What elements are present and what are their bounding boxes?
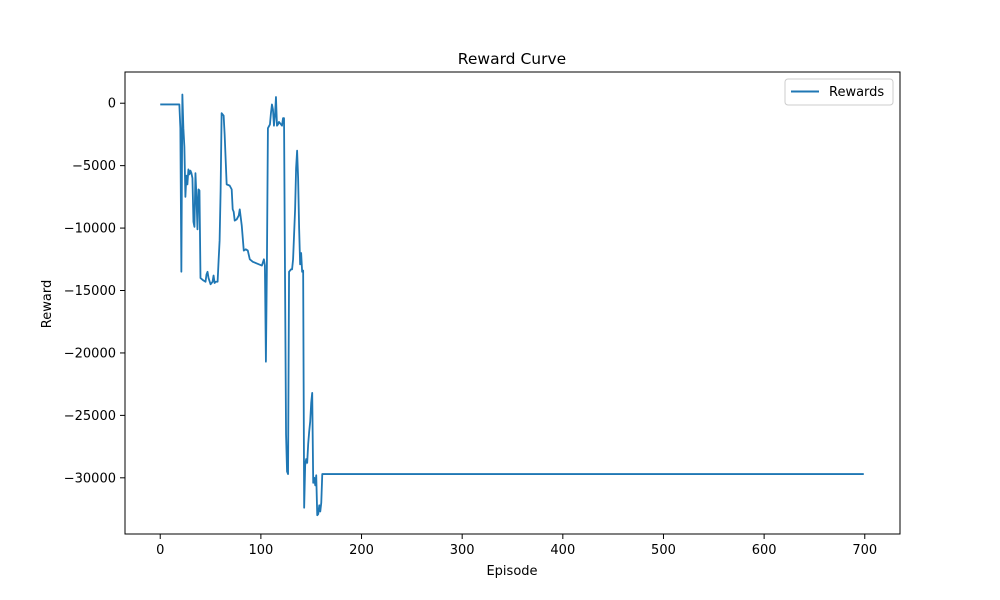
x-tick-label: 100 <box>248 543 273 558</box>
y-tick-label: −30000 <box>64 471 116 486</box>
plot-area <box>124 71 901 535</box>
y-tick-label: −5000 <box>72 159 116 174</box>
y-tick-label: −10000 <box>64 222 116 237</box>
legend: Rewards <box>784 78 894 106</box>
y-tick-label: 0 <box>108 97 116 112</box>
x-axis-title: Episode <box>486 564 537 579</box>
chart-title: Reward Curve <box>458 50 566 68</box>
x-tick-label: 300 <box>450 543 475 558</box>
x-tick-label: 0 <box>156 543 164 558</box>
x-tick-label: 600 <box>752 543 777 558</box>
x-axis: 0 100 200 300 400 500 600 700 <box>156 534 877 558</box>
plot-frame <box>124 71 901 535</box>
y-axis-title: Reward <box>40 280 55 328</box>
legend-box <box>784 78 894 106</box>
y-tick-label: −20000 <box>64 346 116 361</box>
series-line-rewards <box>160 93 864 517</box>
x-tick-label: 700 <box>852 543 877 558</box>
plot-background <box>125 72 900 534</box>
x-tick-label: 500 <box>651 543 676 558</box>
legend-label-rewards: Rewards <box>829 85 884 100</box>
x-tick-label: 400 <box>550 543 575 558</box>
y-tick-label: −25000 <box>64 409 116 424</box>
y-tick-label: −15000 <box>64 284 116 299</box>
x-tick-label: 200 <box>349 543 374 558</box>
y-axis: 0 −5000 −10000 −15000 −20000 −25000 −30000 <box>64 97 125 486</box>
